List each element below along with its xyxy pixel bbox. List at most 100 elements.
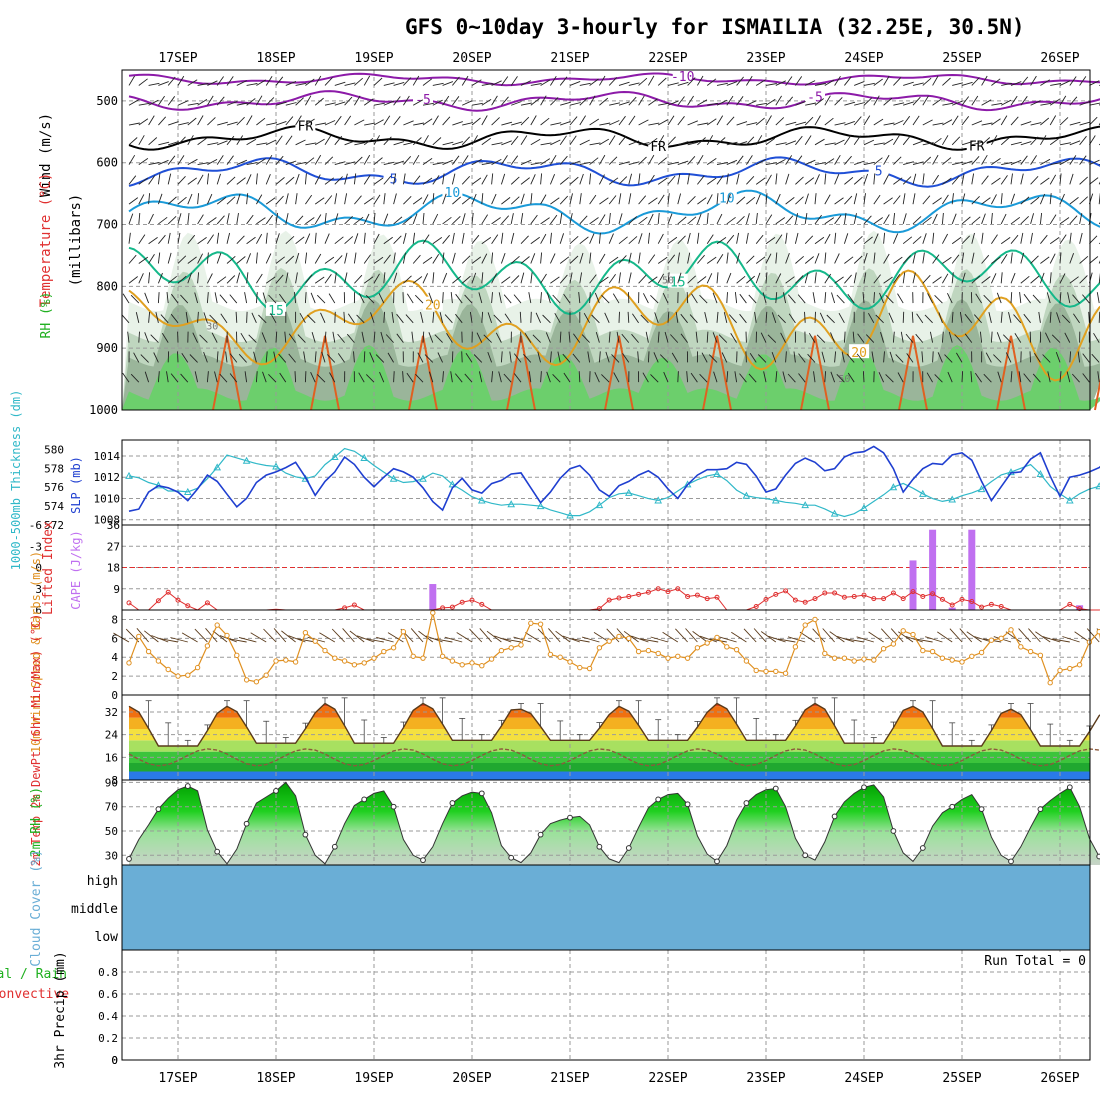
wind-barb-10m (743, 628, 757, 643)
wind-barb (465, 352, 473, 363)
wind-barb (403, 156, 412, 165)
wind-barb (295, 161, 307, 166)
wind-barb (265, 351, 268, 363)
wind-barb (981, 137, 991, 146)
wind-barb (546, 292, 551, 304)
wind-barb (638, 142, 650, 146)
wind-barb (373, 119, 384, 126)
thickness-point (1007, 468, 1015, 476)
wind-barb (549, 232, 552, 244)
wind-barb (442, 81, 454, 86)
wind-barb (991, 158, 1001, 165)
wind-barb (412, 232, 416, 244)
wind-barb (1010, 234, 1019, 244)
wind-barb (942, 273, 949, 284)
wind-barb (560, 101, 571, 106)
wind-barb (138, 102, 150, 106)
wind-speed-point (430, 610, 436, 616)
wind-barb (696, 213, 702, 225)
wind-barb (476, 332, 483, 343)
wind-barb (893, 135, 900, 146)
wind-speed-point (939, 655, 946, 661)
wind-barb (601, 374, 610, 383)
wind-barb (471, 79, 482, 86)
wind-barb (1059, 193, 1065, 205)
isotherm-label-bg (868, 162, 889, 177)
wind-barb (912, 173, 917, 185)
rh-point (273, 788, 279, 794)
wind-barb-10m (937, 631, 953, 643)
wind-barb (314, 351, 317, 363)
wind-barb (285, 213, 289, 225)
wind-barb (1010, 81, 1022, 86)
wind-barb (157, 193, 163, 205)
temp-tick-label: 16 (105, 751, 118, 764)
wind-barb (420, 311, 424, 323)
wind-barb-10m (1042, 636, 1061, 643)
wind-barb (961, 173, 965, 185)
wind-barb (157, 272, 163, 284)
wind-barb (207, 95, 214, 106)
wind-barb (587, 351, 591, 363)
wind-barb (471, 158, 482, 165)
wind-barb (256, 117, 266, 126)
wind-speed-point (616, 633, 622, 640)
wind-barb (627, 311, 630, 323)
wind-barb-10m (356, 635, 375, 643)
wind-barb (471, 234, 480, 244)
wind-barb (638, 119, 649, 126)
wind-barb (246, 193, 249, 205)
wind-barb (403, 77, 412, 86)
wind-barb (385, 334, 394, 343)
wind-barb (315, 122, 327, 126)
wind-barb (554, 312, 561, 324)
wind-barb (589, 274, 597, 284)
wind-barb (491, 117, 500, 126)
wind-barb (481, 193, 484, 205)
wind-barb (295, 193, 298, 205)
wind-barb (697, 122, 709, 126)
wind-barb (785, 253, 790, 264)
wind-barb (344, 140, 356, 146)
wind-speed-point (185, 672, 191, 678)
wind-barb (559, 233, 565, 244)
wind-barb (471, 193, 477, 205)
wind-barb (278, 353, 287, 363)
rh-point (567, 814, 573, 821)
wind-barb-10m (571, 638, 590, 643)
wind-barb (180, 373, 189, 383)
wind-barb (365, 294, 375, 304)
wind-barb (383, 193, 386, 205)
wind-barb (266, 139, 277, 146)
wind-barb (559, 76, 568, 86)
wind-barb (461, 75, 469, 86)
wind-barb (1059, 159, 1070, 165)
wind-barb (653, 352, 659, 363)
wind-barb (1000, 115, 1008, 126)
wind-barb (510, 275, 520, 284)
wind-barb (559, 331, 562, 343)
wind-barb (1039, 272, 1045, 284)
wind-barb (670, 334, 679, 343)
wind-barb (540, 194, 547, 205)
wind-barb (545, 332, 551, 343)
wind-barb (442, 234, 450, 244)
wind-barb (324, 331, 327, 343)
wind-barb (1030, 136, 1039, 146)
wind-barb (856, 353, 865, 363)
wind-barb (256, 142, 268, 146)
wind-barb (540, 371, 542, 383)
wind-barb (746, 175, 755, 185)
wind-barb (618, 176, 628, 185)
date-tick-label: 23SEP (746, 51, 785, 66)
wind-barb (746, 100, 757, 106)
wind-barb (749, 352, 757, 363)
wind-barb (158, 216, 168, 225)
wind-barb (853, 193, 858, 205)
wind-barb (324, 77, 333, 86)
li-axis-label: Lifted Index (41, 521, 56, 615)
wind-speed-point (371, 655, 377, 661)
wind-barb (177, 122, 189, 126)
wind-barb (618, 213, 623, 225)
wind-barb (487, 312, 493, 323)
